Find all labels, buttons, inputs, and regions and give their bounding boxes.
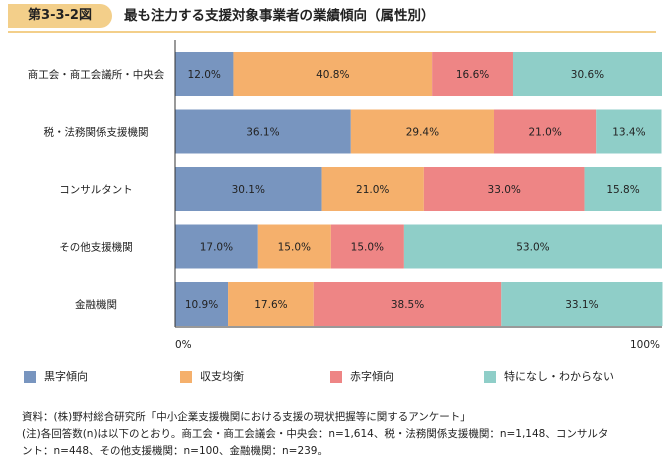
source-note: 資料：(株)野村総合研究所「中小企業支援機関における支援の現状把握等に関するアン… (22, 411, 471, 423)
figure-number-badge: 第3-3-2図 (8, 4, 112, 28)
data-label: 30.6% (571, 69, 604, 81)
data-label: 10.9% (185, 299, 218, 311)
category-label: 商工会・商工会議所・中央会 (28, 68, 165, 81)
note-line-2: ント：n=448、その他支援機関：n=100、金融機関：n=239。 (22, 445, 328, 457)
bar-segment (501, 282, 663, 326)
data-label: 53.0% (516, 242, 549, 254)
bar-segment (596, 109, 662, 154)
bar-segment (493, 109, 597, 154)
bar-segment (175, 224, 258, 269)
legend-label: 黒字傾向 (44, 370, 88, 383)
data-label: 33.1% (565, 299, 598, 311)
category-label: その他支援機関 (59, 241, 133, 254)
data-label: 30.1% (232, 184, 265, 196)
bar-segment (175, 167, 322, 211)
bar-segment (350, 109, 494, 154)
legend-label: 特になし・わからない (504, 370, 614, 383)
figure-title: 最も注力する支援対象事業者の業績傾向（属性別） (124, 8, 435, 24)
category-label: 金融機関 (75, 298, 117, 311)
legend-swatch (24, 371, 36, 383)
bar-segment (423, 167, 585, 211)
bar-segment (321, 167, 424, 211)
notes: 資料：(株)野村総合研究所「中小企業支援機関における支援の現状把握等に関するアン… (22, 409, 652, 460)
data-label: 33.0% (488, 184, 521, 196)
legend-swatch (330, 371, 342, 383)
data-label: 17.6% (254, 299, 287, 311)
data-label: 40.8% (316, 69, 349, 81)
data-label: 17.0% (200, 242, 233, 254)
note-line-1: (注)各回答数(n)は以下のとおり。商工会・商工会議会・中央会：n=1,614、… (22, 428, 609, 440)
title-underline (8, 31, 656, 33)
x-tick-label: 100% (630, 339, 660, 351)
category-label: コンサルタント (59, 184, 133, 196)
bar-segment (228, 282, 314, 326)
legend-swatch (180, 371, 192, 383)
bar-segment (233, 52, 433, 96)
bar-segment (584, 167, 662, 211)
legend-swatch (484, 371, 496, 383)
stacked-bar-chart: 商工会・商工会議所・中央会 12.0% 40.8% 16.6% 30.6% 税・法務関係支… (28, 40, 663, 351)
data-label: 15.0% (278, 242, 311, 254)
data-label: 13.4% (612, 127, 645, 139)
bar-segment (257, 224, 331, 269)
bar-segment (175, 282, 229, 326)
data-label: 21.0% (528, 127, 561, 139)
bar-segment (175, 52, 234, 96)
category-label: 税・法務関係支援機関 (44, 126, 149, 139)
data-label: 12.0% (188, 69, 221, 81)
data-label: 15.0% (351, 242, 384, 254)
bar-segment (432, 52, 513, 96)
data-label: 29.4% (406, 127, 439, 139)
x-tick-label: 0% (175, 339, 192, 351)
bar-segment (330, 224, 404, 269)
legend-label: 赤字傾向 (350, 370, 394, 383)
data-label: 16.6% (456, 69, 489, 81)
bar-segment (403, 224, 662, 269)
bar-segment (512, 52, 662, 96)
bar-segment (313, 282, 502, 326)
data-label: 36.1% (246, 127, 279, 139)
data-label: 38.5% (391, 299, 424, 311)
bar-segment (175, 109, 351, 154)
legend-label: 収支均衡 (200, 370, 244, 383)
data-label: 21.0% (356, 184, 389, 196)
data-label: 15.8% (606, 184, 639, 196)
